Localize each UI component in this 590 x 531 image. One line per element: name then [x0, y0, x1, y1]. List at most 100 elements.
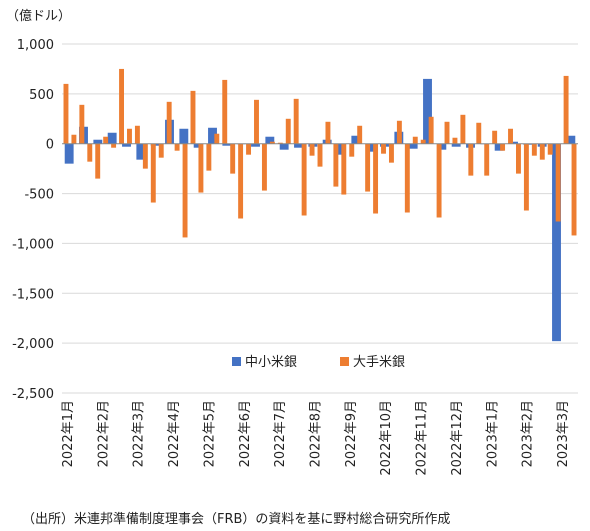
bar-small-bank [509, 141, 518, 144]
bar-large-bank [539, 143, 545, 160]
bar-large-bank [555, 143, 561, 222]
x-tick-label: 2022年5月 [202, 400, 217, 467]
bar-large-bank [523, 143, 529, 211]
bar-large-bank [269, 141, 275, 144]
legend-swatch [340, 357, 349, 366]
bar-large-bank [349, 143, 355, 157]
bar-large-bank [460, 114, 466, 144]
bar-small-bank [494, 143, 504, 151]
x-tick-label: 2022年3月 [132, 400, 147, 467]
y-tick-label: -1,000 [12, 237, 54, 252]
bar-large-bank [246, 143, 252, 155]
y-tick-label: 0 [46, 138, 54, 153]
bar-large-bank [468, 143, 474, 176]
source-note: （出所）米連邦準備制度理事会（FRB）の資料を基に野村総合研究所作成 [22, 511, 450, 527]
bar-large-bank [309, 143, 315, 156]
y-tick-label: -1,500 [12, 287, 54, 302]
bar-large-bank [365, 143, 371, 192]
bar-large-bank [206, 143, 212, 171]
bar-large-bank [508, 128, 513, 144]
x-tick-label: 2023年2月 [521, 400, 536, 467]
bar-large-bank [230, 143, 236, 174]
bar-small-bank [222, 143, 232, 146]
y-tick-label: -500 [24, 188, 54, 203]
x-tick-label: 2023年3月 [556, 400, 571, 467]
bar-large-bank [119, 68, 124, 144]
x-tick-label: 2022年4月 [167, 400, 182, 467]
bar-small-bank [107, 132, 117, 144]
x-tick-labels: 2022年1月 2022年2月 2022年3月 2022年4月 2022年5月 2022年… [61, 400, 571, 476]
bar-large-bank [158, 143, 164, 158]
bar-large-bank [301, 143, 307, 216]
bar-small-bank [566, 135, 576, 144]
bar-large-bank [500, 143, 506, 151]
x-tick-label: 2022年10月 [379, 400, 394, 476]
bar-large-bank [373, 143, 379, 214]
x-tick-label: 2022年12月 [450, 400, 465, 476]
x-tick-label: 2023年1月 [485, 400, 500, 467]
x-tick-label: 2022年9月 [344, 400, 359, 467]
y-tick-label: -2,000 [12, 337, 54, 352]
bar-large-bank [238, 143, 244, 219]
bar-large-bank [516, 143, 521, 174]
bar-small-bank [193, 143, 203, 148]
x-tick-label: 2022年8月 [309, 400, 324, 467]
bar-large-bank [333, 143, 339, 187]
bar-large-bank [357, 125, 363, 144]
y-tick-label: -2,500 [12, 387, 54, 402]
bars [63, 68, 577, 342]
bar-large-bank [198, 143, 204, 193]
bar-large-bank [563, 75, 569, 144]
bar-small-bank [365, 143, 375, 152]
bar-large-bank [222, 79, 228, 144]
bar-large-bank [174, 143, 180, 151]
bar-large-bank [285, 118, 291, 144]
bar-large-bank [134, 125, 140, 144]
bar-large-bank [531, 143, 537, 156]
bar-large-bank [95, 143, 101, 179]
bar-large-bank [381, 143, 386, 154]
bar-large-bank [452, 137, 458, 144]
bar-large-bank [254, 99, 259, 144]
y-tick-label: 1,000 [17, 38, 54, 53]
bar-large-bank [325, 121, 331, 144]
bar-small-bank [351, 135, 361, 144]
bar-large-bank [341, 143, 347, 195]
y-tick-label: 500 [29, 88, 54, 103]
bar-large-bank [444, 121, 450, 144]
legend-label: 大手米銀 [353, 355, 405, 370]
bar-large-bank [412, 136, 418, 144]
bar-large-bank [182, 143, 188, 238]
bar-large-bank [317, 143, 323, 167]
bar-small-bank [408, 143, 418, 149]
bar-small-bank [251, 143, 260, 147]
bar-large-bank [404, 143, 410, 213]
legend-swatch [232, 357, 241, 366]
bar-large-bank [261, 143, 267, 191]
bar-large-bank [436, 143, 442, 218]
bar-small-bank [552, 143, 561, 342]
bar-small-bank [294, 143, 303, 148]
bar-large-bank [166, 101, 172, 144]
bar-large-bank [103, 136, 109, 144]
bar-large-bank [150, 143, 156, 203]
bar-large-bank [484, 143, 490, 176]
bar-small-bank [423, 78, 432, 144]
bar-small-bank [179, 128, 189, 144]
bar-large-bank [396, 120, 402, 144]
bar-large-bank [571, 143, 577, 236]
bar-large-bank [547, 143, 553, 155]
x-tick-label: 2022年6月 [238, 400, 253, 467]
bar-small-bank [208, 127, 217, 144]
legend-label: 中小米銀 [245, 355, 297, 370]
legend: 中小米銀 大手米銀 [232, 355, 405, 370]
x-tick-label: 2022年7月 [273, 400, 288, 467]
bar-small-bank [437, 143, 447, 150]
bar-large-bank [190, 90, 196, 144]
bar-large-bank [127, 128, 132, 144]
bar-small-bank [136, 143, 146, 160]
bar-small-bank [265, 136, 275, 144]
x-tick-label: 2022年11月 [415, 400, 430, 476]
bar-large-bank [420, 139, 426, 144]
